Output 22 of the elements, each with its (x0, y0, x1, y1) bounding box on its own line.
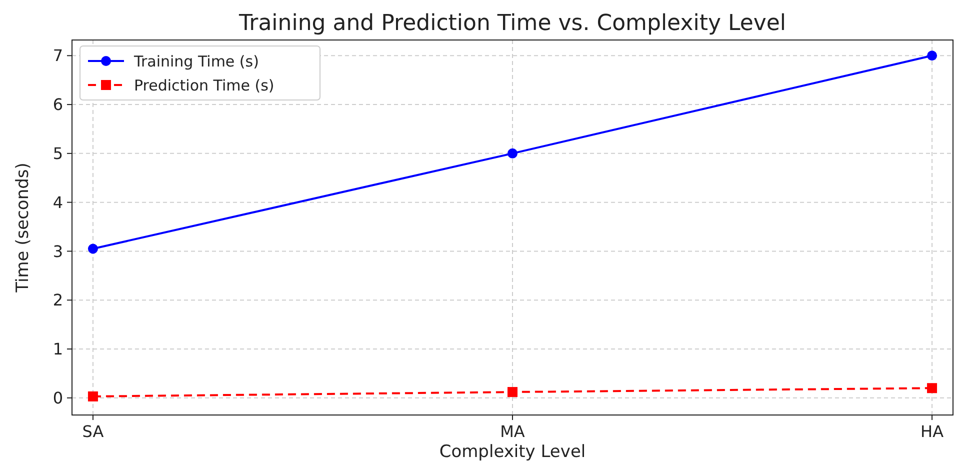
x-tick-label: SA (82, 422, 104, 441)
y-tick-label: 0 (52, 388, 63, 408)
y-tick-label: 5 (52, 144, 63, 164)
legend-label: Training Time (s) (133, 52, 259, 70)
y-tick-label: 6 (52, 95, 63, 114)
y-tick-label: 7 (52, 46, 63, 66)
x-tick-label: HA (920, 422, 944, 441)
point (508, 148, 518, 158)
point (927, 383, 938, 394)
chart-title: Training and Prediction Time vs. Complexity Level (238, 11, 786, 36)
point (88, 391, 98, 402)
x-tick-label: MA (500, 422, 525, 441)
y-axis-title: Time (seconds) (13, 162, 33, 294)
y-tick-label: 4 (52, 192, 63, 212)
point (508, 387, 518, 398)
y-tick-label: 3 (52, 242, 63, 261)
point (88, 244, 98, 254)
y-tick-label: 1 (52, 340, 63, 359)
point (927, 50, 938, 61)
legend-label: Prediction Time (s) (134, 76, 274, 94)
y-tick-label: 2 (52, 290, 63, 310)
x-axis-title: Complexity Level (439, 442, 586, 462)
